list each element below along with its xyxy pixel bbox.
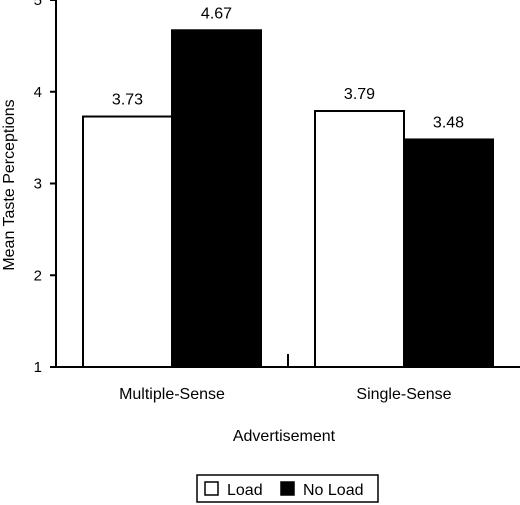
y-tick-label: 1 <box>34 359 42 376</box>
y-tick-label: 2 <box>34 267 42 284</box>
y-tick-label: 4 <box>34 84 42 101</box>
y-axis: 1 2 3 4 5 <box>34 0 57 376</box>
data-label: 3.48 <box>433 114 464 131</box>
legend: Load No Load <box>196 474 379 503</box>
legend-swatch-load <box>204 481 219 496</box>
y-tick-label: 5 <box>34 0 42 9</box>
x-category-label: Multiple-Sense <box>119 386 225 403</box>
legend-label-load: Load <box>227 482 263 499</box>
y-tick-label: 3 <box>34 176 42 193</box>
data-label: 3.79 <box>344 86 375 103</box>
x-category-label: Single-Sense <box>356 386 451 403</box>
bar-no-load <box>171 29 262 369</box>
legend-swatch-no-load <box>280 481 295 496</box>
data-label: 3.73 <box>112 92 143 109</box>
bar-load <box>82 115 173 368</box>
bar-no-load <box>403 138 494 368</box>
x-axis: Multiple-Sense Single-Sense <box>56 354 520 403</box>
bar-load <box>314 110 405 368</box>
bars: 3.73 4.67 3.79 3.48 <box>82 5 494 369</box>
x-axis-title: Advertisement <box>233 428 336 445</box>
y-axis-title: Mean Taste Perceptions <box>1 99 18 270</box>
data-label: 4.67 <box>201 5 232 22</box>
legend-label-no-load: No Load <box>303 482 364 499</box>
